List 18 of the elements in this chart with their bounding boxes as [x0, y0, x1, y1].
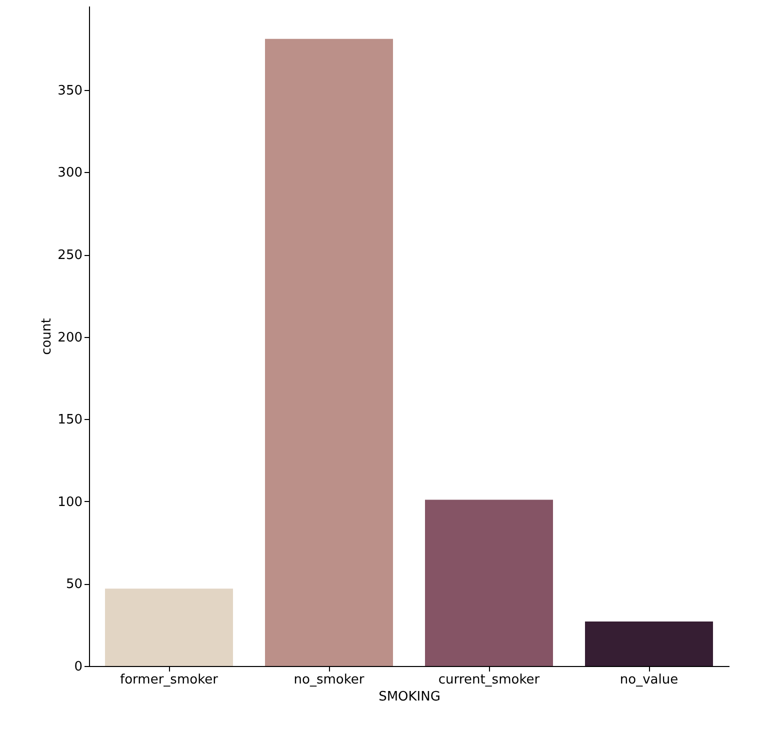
bar: [585, 622, 713, 666]
y-axis-title: count: [40, 318, 55, 355]
bar: [265, 38, 393, 666]
y-tick-label: 150: [58, 412, 82, 428]
x-tick-label: former_smoker: [120, 672, 219, 688]
x-axis-title: SMOKING: [378, 690, 440, 704]
bar: [105, 588, 233, 666]
y-tick-label: 250: [58, 248, 82, 264]
y-tick-label: 0: [74, 660, 82, 674]
x-tick-label: no_smoker: [294, 672, 365, 688]
y-tick-label: 350: [58, 83, 82, 98]
y-tick-label: 300: [58, 166, 82, 181]
y-tick-label: 50: [66, 577, 82, 592]
y-tick-label: 100: [58, 494, 82, 510]
x-tick-label: no_value: [620, 672, 678, 688]
bar: [425, 500, 553, 666]
y-tick-label: 200: [58, 330, 82, 346]
x-tick-label: current_smoker: [438, 672, 540, 688]
